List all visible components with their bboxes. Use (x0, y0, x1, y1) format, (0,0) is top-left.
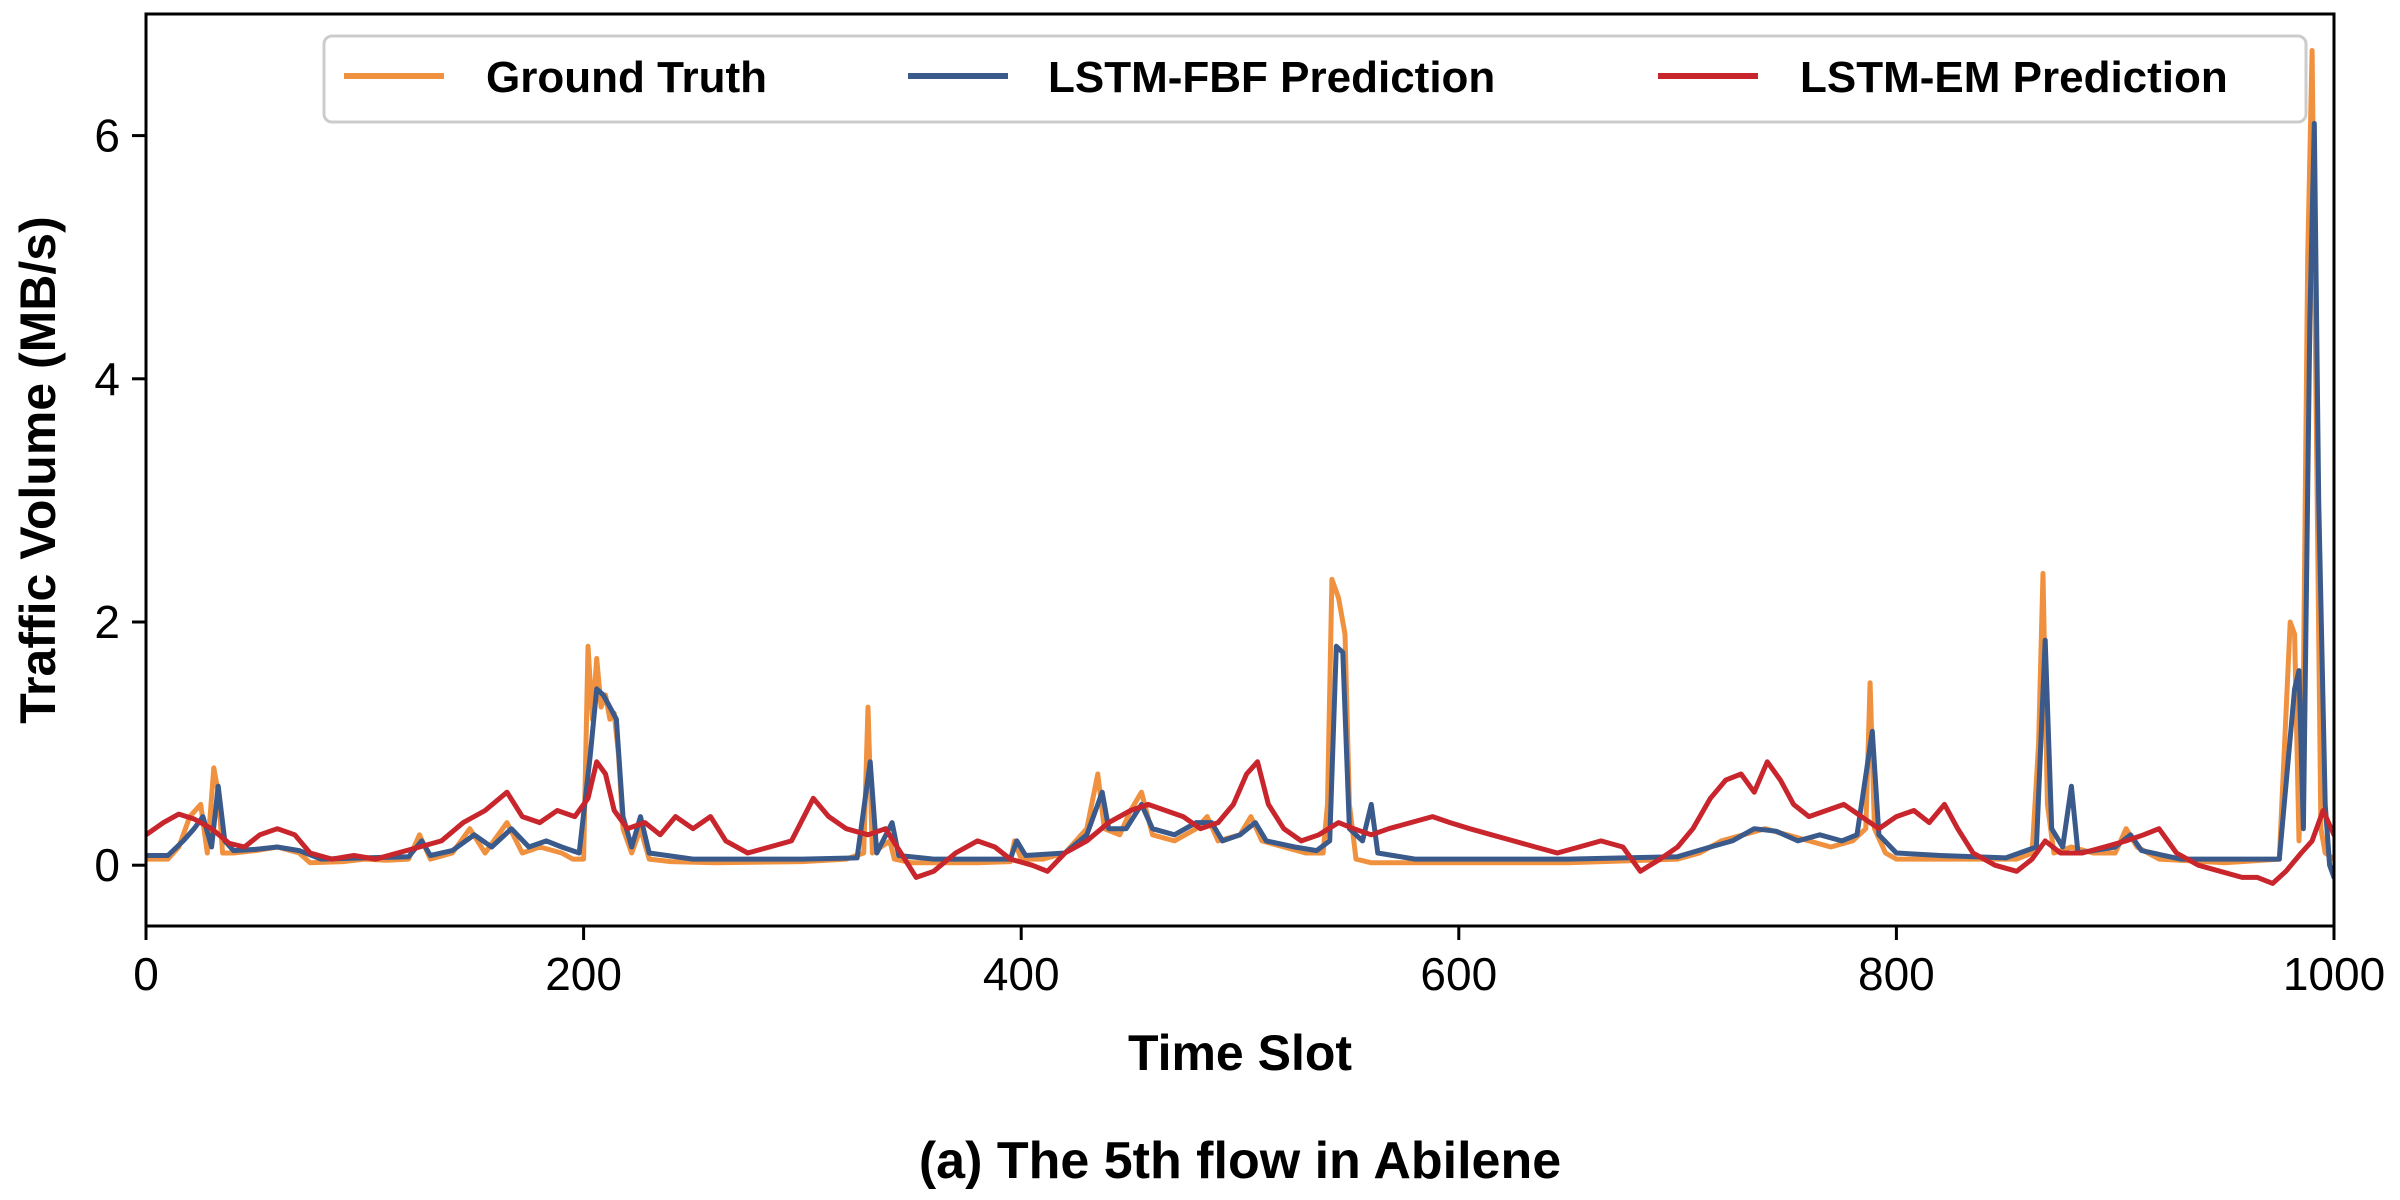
x-tick-label: 800 (1858, 948, 1935, 1000)
x-tick-label: 0 (133, 948, 159, 1000)
y-tick-label: 4 (94, 353, 120, 405)
x-tick-label: 1000 (2283, 948, 2385, 1000)
legend-label-lstm-fbf: LSTM-FBF Prediction (1048, 53, 1495, 102)
y-tick-label: 0 (94, 839, 120, 891)
y-axis-label: Traffic Volume (MB/s) (10, 216, 66, 723)
series-line-lstm-em-prediction (146, 759, 2334, 886)
x-axis-label: Time Slot (1128, 1025, 1352, 1081)
y-tick-label: 2 (94, 596, 120, 648)
series-line-lstm-fbf-prediction (146, 120, 2334, 880)
figure-caption: (a) The 5th flow in Abilene (919, 1132, 1561, 1190)
plot-frame (144, 12, 2336, 928)
legend: Ground Truth LSTM-FBF Prediction LSTM-EM… (322, 34, 2308, 124)
legend-box (322, 34, 2308, 124)
y-tick-label: 6 (94, 110, 120, 162)
y-axis: 0 2 4 6 (94, 110, 146, 891)
legend-label-ground-truth: Ground Truth (486, 53, 767, 102)
x-tick-label: 400 (983, 948, 1060, 1000)
legend-label-lstm-em: LSTM-EM Prediction (1800, 53, 2228, 102)
x-tick-label: 600 (1420, 948, 1497, 1000)
series-layer (146, 48, 2334, 886)
x-tick-label: 200 (545, 948, 622, 1000)
x-axis: 0 200 400 600 800 1000 (133, 926, 2385, 1000)
